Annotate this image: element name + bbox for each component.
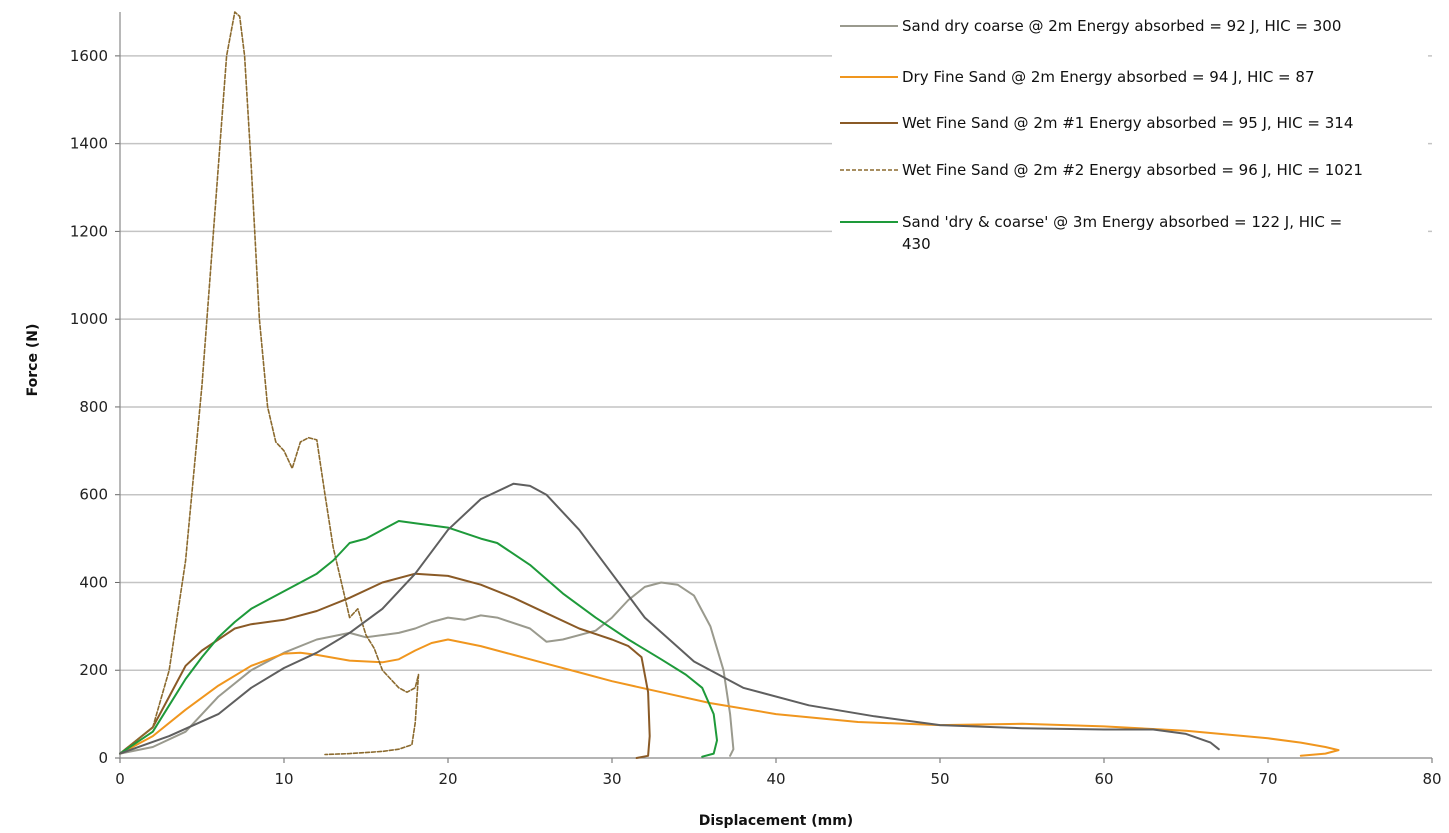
x-tick-label: 0 xyxy=(115,770,125,788)
x-tick-label: 20 xyxy=(438,770,457,788)
y-tick-label: 1400 xyxy=(70,135,108,153)
legend-label-4: Wet Fine Sand @ 2m #2 Energy absorbed = … xyxy=(902,161,1363,179)
y-tick-label: 1000 xyxy=(70,310,108,328)
x-tick-label: 40 xyxy=(766,770,785,788)
y-axis-title: Force (N) xyxy=(25,324,41,397)
legend-background xyxy=(832,6,1428,268)
x-tick-label: 30 xyxy=(602,770,621,788)
axes xyxy=(115,12,1433,763)
series-line-4 xyxy=(119,11,420,756)
legend-label-1: Sand dry coarse @ 2m Energy absorbed = 9… xyxy=(902,17,1341,35)
series-lines xyxy=(119,11,1340,759)
y-tick-label: 200 xyxy=(79,661,108,679)
legend-label-2: Dry Fine Sand @ 2m Energy absorbed = 94 … xyxy=(902,68,1315,86)
y-tick-label: 1600 xyxy=(70,47,108,65)
series-line-5 xyxy=(119,520,718,758)
x-tick-label: 50 xyxy=(930,770,949,788)
x-tick-label: 70 xyxy=(1258,770,1277,788)
y-tick-label: 400 xyxy=(79,573,108,591)
x-tick-label: 80 xyxy=(1422,770,1441,788)
series-line-2 xyxy=(119,638,1340,757)
x-axis-title: Displacement (mm) xyxy=(699,813,853,829)
legend-label-3: Wet Fine Sand @ 2m #1 Energy absorbed = … xyxy=(902,114,1353,132)
series-line-6 xyxy=(119,482,1220,755)
tick-labels: 0 200 400 600 800 1000 1200 1400 1600 0 10 20 30 40 50… xyxy=(70,47,1442,788)
y-tick-label: 1200 xyxy=(70,222,108,240)
x-tick-label: 60 xyxy=(1094,770,1113,788)
legend: Sand dry coarse @ 2m Energy absorbed = 9… xyxy=(832,6,1428,268)
x-tick-label: 10 xyxy=(274,770,293,788)
series-line-1 xyxy=(119,581,735,757)
legend-label-5: Sand 'dry & coarse' @ 3m Energy absorbed… xyxy=(902,213,1342,253)
y-tick-label: 600 xyxy=(79,486,108,504)
y-tick-label: 0 xyxy=(98,749,108,767)
y-tick-label: 800 xyxy=(79,398,108,416)
